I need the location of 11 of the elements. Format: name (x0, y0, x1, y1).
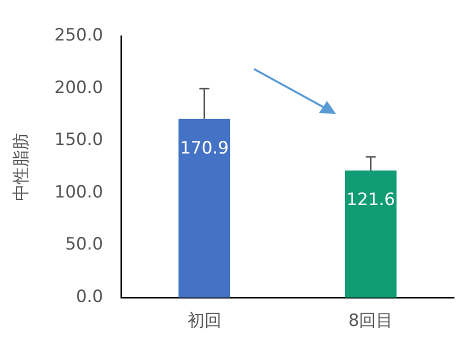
data-label: 121.6 (346, 190, 396, 210)
x-tick-label: 8回目 (348, 311, 394, 332)
y-tick-label: 100.0 (54, 182, 104, 202)
y-tick-label: 200.0 (54, 78, 104, 98)
x-tick-label: 初回 (187, 311, 222, 332)
y-tick-label: 50.0 (65, 234, 104, 255)
y-tick-label: 0.0 (76, 287, 104, 308)
y-axis-title: 中性脂肪 (12, 132, 32, 201)
y-tick-label: 250.0 (54, 26, 104, 46)
data-label: 170.9 (180, 138, 229, 158)
y-tick-label: 150.0 (54, 130, 104, 150)
